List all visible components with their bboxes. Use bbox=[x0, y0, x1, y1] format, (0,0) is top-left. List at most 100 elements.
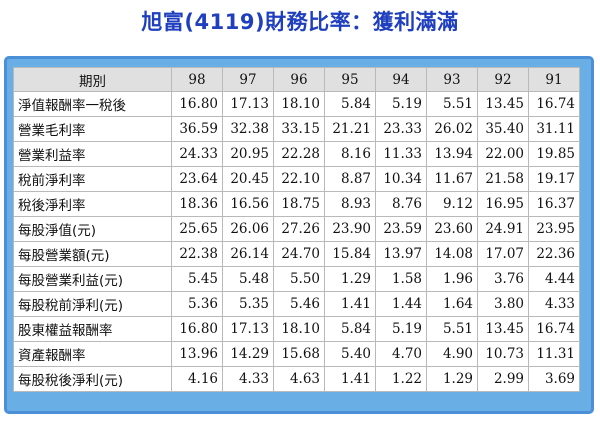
table-cell: 22.10 bbox=[273, 166, 325, 192]
table-cell: 5.36 bbox=[171, 291, 223, 317]
table-cell: 4.33 bbox=[222, 366, 274, 392]
table-row: 營業毛利率 36.59 32.38 33.15 21.21 23.33 26.02 35.40… bbox=[13, 116, 580, 142]
table-cell: 24.70 bbox=[273, 241, 325, 267]
table-cell: 13.45 bbox=[477, 316, 529, 342]
table-cell: 25.65 bbox=[171, 216, 223, 242]
header-row: 期別 98 97 96 95 94 93 92 91 bbox=[13, 67, 580, 92]
table-cell: 18.75 bbox=[273, 191, 325, 217]
table-cell: 13.94 bbox=[426, 141, 478, 167]
table-cell: 4.90 bbox=[426, 341, 478, 367]
table-row: 每股營業利益(元) 5.45 5.48 5.50 1.29 1.58 1.96 3.76 4.4… bbox=[13, 266, 580, 292]
table-cell: 1.29 bbox=[324, 266, 376, 292]
table-cell: 18.36 bbox=[171, 191, 223, 217]
table-cell: 19.85 bbox=[528, 141, 580, 167]
table-cell: 22.38 bbox=[171, 241, 223, 267]
table-cell: 24.91 bbox=[477, 216, 529, 242]
table-cell: 17.13 bbox=[222, 316, 274, 342]
table-cell: 17.07 bbox=[477, 241, 529, 267]
row-label: 股東權益報酬率 bbox=[13, 316, 172, 342]
row-label: 稅前淨利率 bbox=[13, 166, 172, 192]
table-cell: 1.22 bbox=[375, 366, 427, 392]
table-cell: 3.69 bbox=[528, 366, 580, 392]
table-cell: 14.08 bbox=[426, 241, 478, 267]
table-cell: 4.70 bbox=[375, 341, 427, 367]
row-label: 營業毛利率 bbox=[13, 116, 172, 142]
table-cell: 22.00 bbox=[477, 141, 529, 167]
row-label: 資產報酬率 bbox=[13, 341, 172, 367]
table-cell: 26.14 bbox=[222, 241, 274, 267]
table-cell: 36.59 bbox=[171, 116, 223, 142]
table-cell: 16.74 bbox=[528, 91, 580, 117]
table-cell: 1.58 bbox=[375, 266, 427, 292]
table-row: 稅前淨利率 23.64 20.45 22.10 8.87 10.34 11.67 21.58 1… bbox=[13, 166, 580, 192]
year-header: 93 bbox=[426, 67, 478, 92]
table-cell: 23.90 bbox=[324, 216, 376, 242]
table-cell: 4.63 bbox=[273, 366, 325, 392]
table-cell: 1.44 bbox=[375, 291, 427, 317]
table-frame: 期別 98 97 96 95 94 93 92 91 淨值報酬率一稅後 16.80… bbox=[4, 56, 594, 414]
table-cell: 26.02 bbox=[426, 116, 478, 142]
table-cell: 24.33 bbox=[171, 141, 223, 167]
table-cell: 8.16 bbox=[324, 141, 376, 167]
year-header: 97 bbox=[222, 67, 274, 92]
table-row: 淨值報酬率一稅後 16.80 17.13 18.10 5.84 5.19 5.51 13.45… bbox=[13, 91, 580, 117]
table-cell: 22.28 bbox=[273, 141, 325, 167]
row-label: 每股營業額(元) bbox=[13, 241, 172, 267]
table-cell: 16.56 bbox=[222, 191, 274, 217]
page-title: 旭富(4119)財務比率：獲利滿滿 bbox=[141, 10, 459, 34]
table-cell: 16.80 bbox=[171, 91, 223, 117]
table-cell: 8.87 bbox=[324, 166, 376, 192]
table-cell: 14.29 bbox=[222, 341, 274, 367]
row-label: 每股稅後淨利(元) bbox=[13, 366, 172, 392]
table-cell: 15.84 bbox=[324, 241, 376, 267]
table-cell: 16.80 bbox=[171, 316, 223, 342]
table-cell: 5.84 bbox=[324, 316, 376, 342]
table-cell: 20.95 bbox=[222, 141, 274, 167]
table-cell: 16.95 bbox=[477, 191, 529, 217]
table-cell: 13.96 bbox=[171, 341, 223, 367]
table-cell: 1.29 bbox=[426, 366, 478, 392]
table-cell: 20.45 bbox=[222, 166, 274, 192]
table-cell: 17.13 bbox=[222, 91, 274, 117]
table-cell: 16.74 bbox=[528, 316, 580, 342]
table-cell: 23.60 bbox=[426, 216, 478, 242]
table-cell: 5.51 bbox=[426, 91, 478, 117]
table-cell: 10.73 bbox=[477, 341, 529, 367]
table-cell: 5.40 bbox=[324, 341, 376, 367]
row-label: 淨值報酬率一稅後 bbox=[13, 91, 172, 117]
year-header: 98 bbox=[171, 67, 223, 92]
table-cell: 33.15 bbox=[273, 116, 325, 142]
table-cell: 8.93 bbox=[324, 191, 376, 217]
table-cell: 3.80 bbox=[477, 291, 529, 317]
table-cell: 5.84 bbox=[324, 91, 376, 117]
row-label: 每股淨值(元) bbox=[13, 216, 172, 242]
table-cell: 19.17 bbox=[528, 166, 580, 192]
table-cell: 23.95 bbox=[528, 216, 580, 242]
table-cell: 15.68 bbox=[273, 341, 325, 367]
financial-ratio-table: 期別 98 97 96 95 94 93 92 91 淨值報酬率一稅後 16.80… bbox=[13, 67, 580, 392]
table-cell: 18.10 bbox=[273, 91, 325, 117]
table-cell: 1.96 bbox=[426, 266, 478, 292]
table-cell: 27.26 bbox=[273, 216, 325, 242]
table-cell: 23.33 bbox=[375, 116, 427, 142]
table-cell: 8.76 bbox=[375, 191, 427, 217]
table-cell: 11.31 bbox=[528, 341, 580, 367]
table-row: 每股稅前淨利(元) 5.36 5.35 5.46 1.41 1.44 1.64 3.80 4.3… bbox=[13, 291, 580, 317]
table-row: 稅後淨利率 18.36 16.56 18.75 8.93 8.76 9.12 16.95 16.… bbox=[13, 191, 580, 217]
table-cell: 26.06 bbox=[222, 216, 274, 242]
table-cell: 23.64 bbox=[171, 166, 223, 192]
table-cell: 2.99 bbox=[477, 366, 529, 392]
table-cell: 1.41 bbox=[324, 291, 376, 317]
table-cell: 4.33 bbox=[528, 291, 580, 317]
table-cell: 10.34 bbox=[375, 166, 427, 192]
table-cell: 23.59 bbox=[375, 216, 427, 242]
row-label: 每股營業利益(元) bbox=[13, 266, 172, 292]
table-cell: 5.19 bbox=[375, 316, 427, 342]
table-cell: 1.41 bbox=[324, 366, 376, 392]
table-cell: 35.40 bbox=[477, 116, 529, 142]
row-label: 營業利益率 bbox=[13, 141, 172, 167]
table-cell: 18.10 bbox=[273, 316, 325, 342]
table-cell: 13.97 bbox=[375, 241, 427, 267]
table-cell: 5.48 bbox=[222, 266, 274, 292]
table-cell: 21.21 bbox=[324, 116, 376, 142]
